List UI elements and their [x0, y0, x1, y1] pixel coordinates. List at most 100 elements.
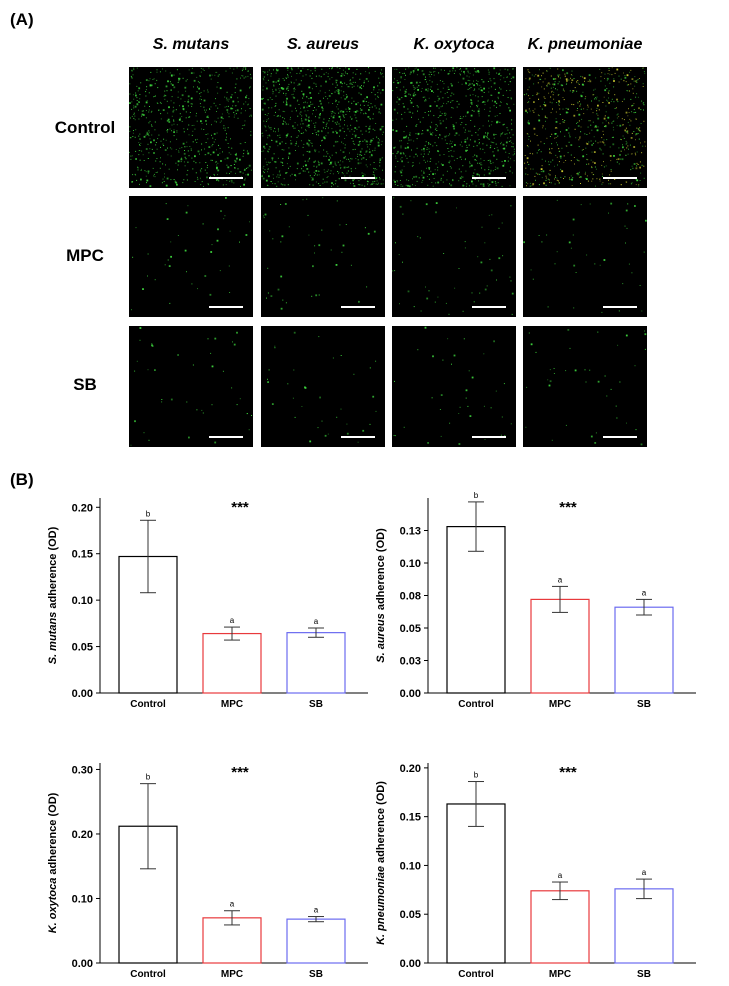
- bar-sb: [286, 632, 346, 694]
- micrograph-control-k-pneumoniae: [523, 67, 647, 188]
- significance-stars: ***: [231, 764, 249, 781]
- significance-stars: ***: [559, 764, 577, 781]
- scale-bar: [209, 436, 243, 438]
- y-tick-label: 0.20: [72, 502, 93, 514]
- y-axis-label-species: K. pneumoniae: [375, 866, 387, 945]
- scale-bar: [209, 306, 243, 308]
- micrograph-control-s-aureus: [261, 67, 385, 188]
- y-tick-label: 0.20: [72, 829, 93, 841]
- scale-bar: [341, 436, 375, 438]
- y-tick-label: 0.00: [72, 958, 93, 970]
- bar-chart-k-oxytoca: 0.00 0.10 0.20 0.30 K. oxytoca adherence (OD…: [47, 763, 368, 980]
- x-tick-label: SB: [309, 699, 323, 710]
- bar-sb: [614, 606, 674, 694]
- y-tick-label: 0.00: [400, 958, 421, 970]
- scale-bar: [603, 436, 637, 438]
- significance-letter: b: [146, 509, 151, 518]
- x-tick-label: MPC: [221, 969, 243, 980]
- y-tick-label: 0.00: [72, 688, 93, 700]
- bar-sb: [286, 918, 346, 964]
- scale-bar: [472, 436, 506, 438]
- column-header-s-aureus: S. aureus: [286, 36, 360, 53]
- x-tick-label: SB: [637, 699, 651, 710]
- y-axis-label: S. aureus adherence (OD): [375, 528, 387, 663]
- panel-a-label: (A): [10, 10, 34, 29]
- micrograph-control-k-oxytoca: [392, 67, 516, 188]
- row-label-mpc: MPC: [66, 246, 104, 265]
- y-tick-label: 0.00: [400, 688, 421, 700]
- y-tick-label: 0.15: [72, 549, 93, 561]
- row-label-control: Control: [54, 118, 116, 137]
- bar-control: [446, 803, 506, 964]
- x-tick-label: Control: [458, 969, 494, 980]
- column-header-k-oxytoca: K. oxytoca: [413, 36, 495, 53]
- y-axis-label-measure: adherence (OD): [375, 528, 387, 613]
- y-tick-label: 0.10: [72, 595, 93, 607]
- bar-mpc: [530, 890, 590, 964]
- x-tick-label: SB: [309, 969, 323, 980]
- micrograph-mpc-s-aureus: [261, 196, 385, 317]
- micrograph-mpc-k-pneumoniae: [523, 196, 647, 317]
- significance-letter: a: [558, 871, 563, 880]
- micrograph-mpc-s-mutans: [129, 196, 253, 317]
- y-axis-label: S. mutans adherence (OD): [47, 526, 59, 664]
- row-label-sb: SB: [73, 375, 97, 394]
- significance-letter: a: [230, 900, 235, 909]
- micrograph-mpc-k-oxytoca: [392, 196, 516, 317]
- x-tick-label: Control: [458, 699, 494, 710]
- significance-letter: b: [474, 771, 479, 780]
- bar-mpc: [202, 632, 262, 694]
- y-axis-label-measure: adherence (OD): [47, 792, 59, 877]
- bar-sb: [614, 888, 674, 964]
- bar-mpc: [530, 598, 590, 694]
- significance-letter: a: [314, 906, 319, 915]
- x-tick-label: MPC: [549, 699, 571, 710]
- y-axis-label-measure: adherence (OD): [47, 526, 59, 611]
- x-tick-label: Control: [130, 969, 166, 980]
- y-axis-label-species: S. aureus: [375, 613, 387, 663]
- y-tick-label: 0.13: [400, 526, 421, 538]
- y-axis-label: K. oxytoca adherence (OD): [47, 792, 59, 933]
- y-tick-label: 0.03: [400, 656, 421, 668]
- bar-chart-s-aureus: 0.00 0.03 0.05 0.08 0.10 0.13 S. aureus adhere…: [375, 491, 696, 710]
- bar-chart-s-mutans: 0.00 0.05 0.10 0.15 0.20 S. mutans adherence …: [47, 498, 368, 710]
- y-tick-label: 0.08: [400, 591, 421, 603]
- micrograph-sb-s-aureus: [261, 326, 385, 447]
- scale-bar: [472, 306, 506, 308]
- scale-bar: [209, 177, 243, 179]
- x-tick-label: MPC: [221, 699, 243, 710]
- y-axis-label-species: K. oxytoca: [47, 878, 59, 934]
- bar-chart-k-pneumoniae: 0.00 0.05 0.10 0.15 0.20 K. pneumoniae adhere…: [375, 763, 696, 980]
- y-tick-label: 0.05: [400, 623, 421, 635]
- y-axis-label-species: S. mutans: [47, 612, 59, 665]
- y-axis-label-measure: adherence (OD): [375, 781, 387, 866]
- x-tick-label: MPC: [549, 969, 571, 980]
- scale-bar: [472, 177, 506, 179]
- micrograph-sb-k-pneumoniae: [523, 326, 647, 447]
- y-axis-label: K. pneumoniae adherence (OD): [375, 781, 387, 945]
- significance-stars: ***: [559, 499, 577, 516]
- significance-letter: a: [642, 868, 647, 877]
- y-tick-label: 0.15: [400, 812, 421, 824]
- x-tick-label: Control: [130, 699, 166, 710]
- y-tick-label: 0.10: [72, 893, 93, 905]
- significance-letter: a: [558, 575, 563, 584]
- significance-stars: ***: [231, 499, 249, 516]
- significance-letter: a: [642, 588, 647, 597]
- micrograph-sb-s-mutans: [129, 326, 253, 447]
- scale-bar: [341, 177, 375, 179]
- significance-letter: b: [474, 491, 479, 500]
- y-tick-label: 0.20: [400, 763, 421, 775]
- y-tick-label: 0.10: [400, 558, 421, 570]
- scale-bar: [341, 306, 375, 308]
- y-tick-label: 0.30: [72, 764, 93, 776]
- x-tick-label: SB: [637, 969, 651, 980]
- scale-bar: [603, 177, 637, 179]
- scale-bar: [603, 306, 637, 308]
- panel-b-label: (B): [10, 470, 34, 489]
- micrograph-sb-k-oxytoca: [392, 326, 516, 447]
- column-header-s-mutans: S. mutans: [152, 36, 230, 53]
- y-tick-label: 0.10: [400, 860, 421, 872]
- significance-letter: a: [314, 617, 319, 626]
- y-tick-label: 0.05: [400, 909, 421, 921]
